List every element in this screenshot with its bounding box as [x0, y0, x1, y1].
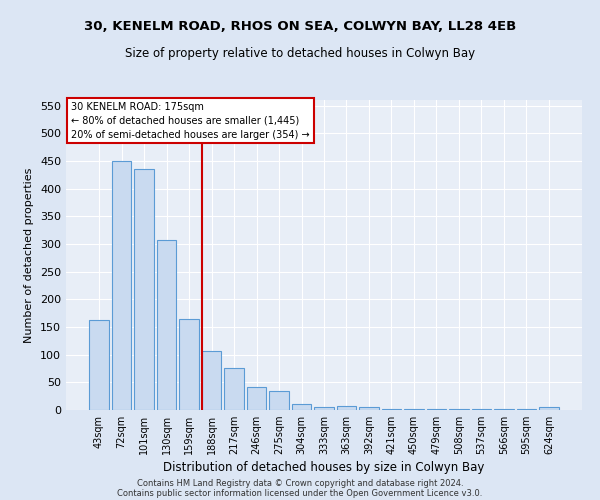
Bar: [269, 390, 289, 410]
Bar: [539, 407, 559, 410]
Bar: [292, 404, 311, 410]
Bar: [157, 240, 176, 410]
Text: Contains public sector information licensed under the Open Government Licence v3: Contains public sector information licen…: [118, 488, 482, 498]
Bar: [224, 368, 244, 410]
Bar: [89, 320, 109, 410]
Bar: [247, 387, 266, 410]
Text: Contains HM Land Registry data © Crown copyright and database right 2024.: Contains HM Land Registry data © Crown c…: [137, 478, 463, 488]
Bar: [202, 352, 221, 410]
X-axis label: Distribution of detached houses by size in Colwyn Bay: Distribution of detached houses by size …: [163, 462, 485, 474]
Bar: [359, 407, 379, 410]
Y-axis label: Number of detached properties: Number of detached properties: [25, 168, 34, 342]
Bar: [134, 169, 154, 410]
Bar: [404, 409, 424, 410]
Text: 30 KENELM ROAD: 175sqm
← 80% of detached houses are smaller (1,445)
20% of semi-: 30 KENELM ROAD: 175sqm ← 80% of detached…: [71, 102, 310, 140]
Bar: [337, 406, 356, 410]
Bar: [179, 318, 199, 410]
Bar: [112, 161, 131, 410]
Bar: [382, 409, 401, 410]
Text: Size of property relative to detached houses in Colwyn Bay: Size of property relative to detached ho…: [125, 48, 475, 60]
Bar: [314, 407, 334, 410]
Text: 30, KENELM ROAD, RHOS ON SEA, COLWYN BAY, LL28 4EB: 30, KENELM ROAD, RHOS ON SEA, COLWYN BAY…: [84, 20, 516, 33]
